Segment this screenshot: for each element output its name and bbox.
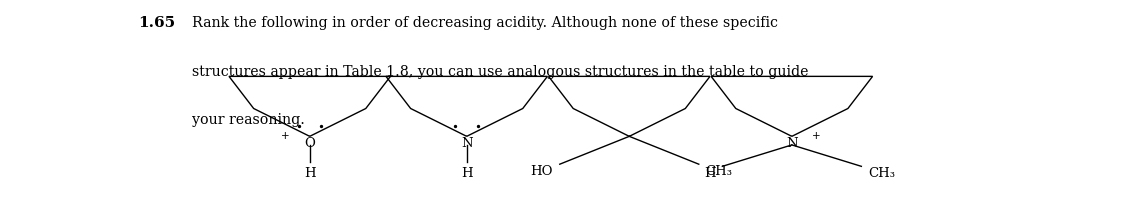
Text: HO: HO	[531, 165, 553, 178]
Text: H: H	[303, 167, 316, 180]
Text: H: H	[704, 167, 716, 180]
Text: Rank the following in order of decreasing acidity. Although none of these specif: Rank the following in order of decreasin…	[192, 16, 778, 30]
Text: +: +	[812, 131, 821, 141]
Text: CH₃: CH₃	[868, 167, 895, 180]
Text: structures appear in Table 1.8, you can use analogous structures in the table to: structures appear in Table 1.8, you can …	[192, 65, 808, 79]
Text: +: +	[281, 131, 290, 141]
Text: N: N	[786, 137, 798, 150]
Text: CH₃: CH₃	[706, 165, 733, 178]
Text: O: O	[305, 137, 315, 150]
Text: 1.65: 1.65	[138, 16, 175, 30]
Text: N: N	[461, 137, 472, 150]
Text: your reasoning.: your reasoning.	[192, 113, 305, 127]
Text: H: H	[461, 167, 472, 180]
